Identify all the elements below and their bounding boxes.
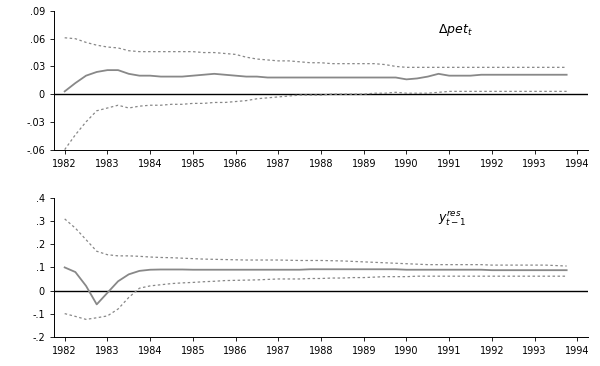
Text: $\Delta pet_t$: $\Delta pet_t$	[439, 22, 473, 38]
Text: $y^{res}_{t-1}$: $y^{res}_{t-1}$	[439, 209, 467, 227]
